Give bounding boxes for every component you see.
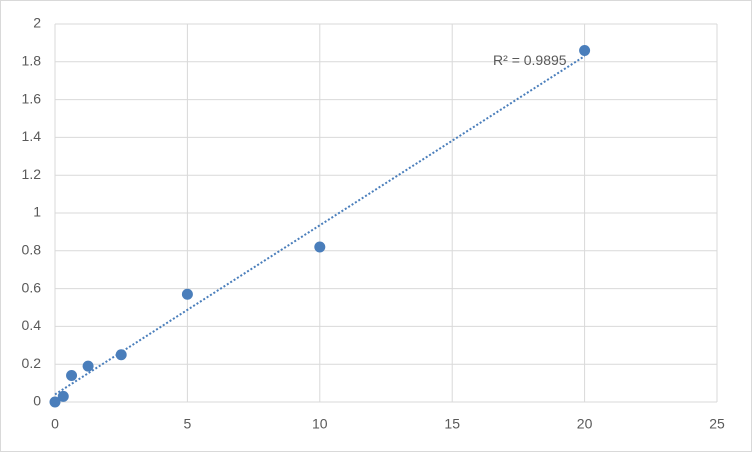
data-point [115,349,127,361]
y-tick-label: 2 [33,15,41,31]
y-tick-label: 0 [33,393,41,409]
data-point [314,241,326,253]
y-tick-label: 1.6 [22,90,42,106]
x-tick-label: 0 [51,416,59,432]
data-point [57,390,69,402]
x-tick-label: 15 [444,416,460,432]
y-tick-label: 1.4 [22,128,42,144]
y-tick-label: 0.2 [22,355,42,371]
trendline-label: R² = 0.9895 [493,52,567,68]
data-point [66,370,78,382]
x-tick-label: 10 [312,416,328,432]
x-tick-label: 5 [184,416,192,432]
y-tick-label: 0.4 [22,317,42,333]
data-point [82,360,94,372]
y-tick-label: 0.6 [22,279,42,295]
trendline [54,55,586,396]
data-point [579,44,591,56]
data-point [181,288,193,300]
y-tick-label: 1.2 [22,166,42,182]
data-point [49,396,61,408]
y-tick-label: 0.8 [22,242,42,258]
y-tick-label: 1.8 [22,53,42,69]
x-tick-label: 25 [709,416,725,432]
x-tick-label: 20 [577,416,593,432]
y-tick-label: 1 [33,204,41,220]
